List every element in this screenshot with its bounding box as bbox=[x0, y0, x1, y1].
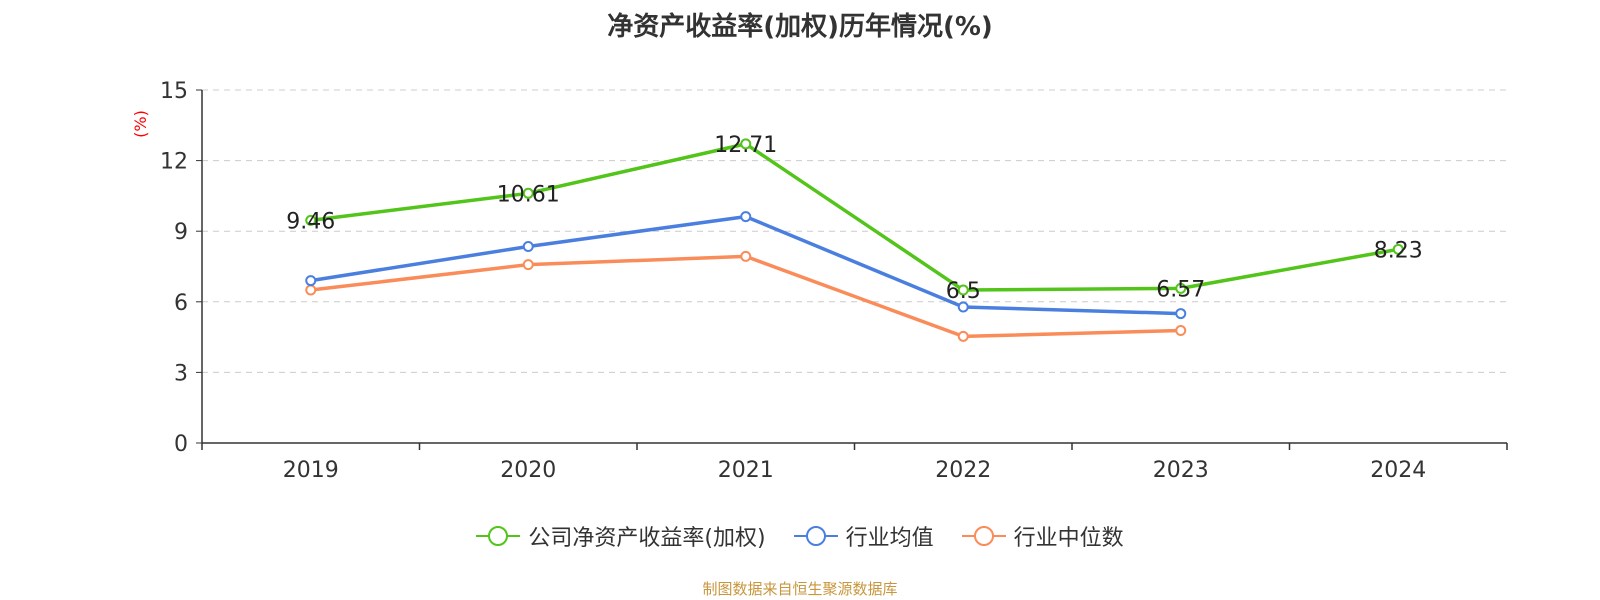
data-point bbox=[522, 259, 534, 271]
series-line bbox=[310, 254, 1181, 339]
data-label: 6.57 bbox=[1156, 277, 1205, 302]
data-point bbox=[1175, 282, 1187, 294]
data-point bbox=[957, 301, 969, 313]
x-tick-label: 2023 bbox=[1153, 458, 1209, 483]
data-point bbox=[305, 214, 317, 226]
y-tick-label: 12 bbox=[160, 150, 188, 175]
data-point bbox=[740, 250, 752, 262]
x-tick-label: 2024 bbox=[1370, 458, 1426, 483]
data-label: 9.46 bbox=[286, 209, 335, 234]
x-tick-label: 2019 bbox=[283, 458, 339, 483]
data-label: 8.23 bbox=[1374, 238, 1423, 263]
legend-item-industry-mean[interactable]: 行业均值 bbox=[793, 520, 934, 552]
data-point bbox=[305, 284, 317, 296]
y-axis-label: (%) bbox=[131, 110, 150, 138]
legend-line-circle-icon bbox=[476, 526, 521, 546]
data-label: 6.5 bbox=[946, 279, 981, 304]
data-label: 12.71 bbox=[714, 133, 777, 158]
data-source-note: 制图数据来自恒生聚源数据库 bbox=[702, 580, 898, 598]
data-point bbox=[1175, 308, 1187, 320]
legend-line-circle-icon bbox=[793, 526, 838, 546]
data-point bbox=[740, 138, 752, 150]
data-point bbox=[1392, 243, 1404, 255]
legend-label: 公司净资产收益率(加权) bbox=[528, 526, 766, 551]
data-point bbox=[1175, 325, 1187, 337]
y-tick-label: 6 bbox=[174, 291, 188, 316]
series-line bbox=[310, 142, 1399, 292]
data-label: 10.61 bbox=[497, 182, 560, 207]
data-point bbox=[957, 284, 969, 296]
legend-item-industry-median[interactable]: 行业中位数 bbox=[961, 520, 1124, 552]
legend-item-company-roe[interactable]: 公司净资产收益率(加权) bbox=[476, 520, 766, 552]
x-tick-label: 2021 bbox=[718, 458, 774, 483]
data-point bbox=[522, 240, 534, 252]
data-point bbox=[740, 211, 752, 223]
data-point bbox=[305, 275, 317, 287]
y-tick-label: 3 bbox=[174, 361, 188, 386]
y-tick-label: 0 bbox=[174, 432, 188, 457]
data-point bbox=[957, 330, 969, 342]
y-tick-label: 15 bbox=[160, 79, 188, 104]
chart-title: 净资产收益率(加权)历年情况(%) bbox=[607, 12, 993, 42]
chart-legend: 公司净资产收益率(加权) 行业均值 行业中位数 bbox=[0, 520, 1600, 552]
x-tick-label: 2020 bbox=[500, 458, 556, 483]
data-point bbox=[522, 187, 534, 199]
y-tick-label: 9 bbox=[174, 220, 188, 245]
legend-line-circle-icon bbox=[961, 526, 1006, 546]
legend-label: 行业均值 bbox=[845, 526, 934, 551]
legend-label: 行业中位数 bbox=[1013, 526, 1124, 551]
x-tick-label: 2022 bbox=[935, 458, 991, 483]
